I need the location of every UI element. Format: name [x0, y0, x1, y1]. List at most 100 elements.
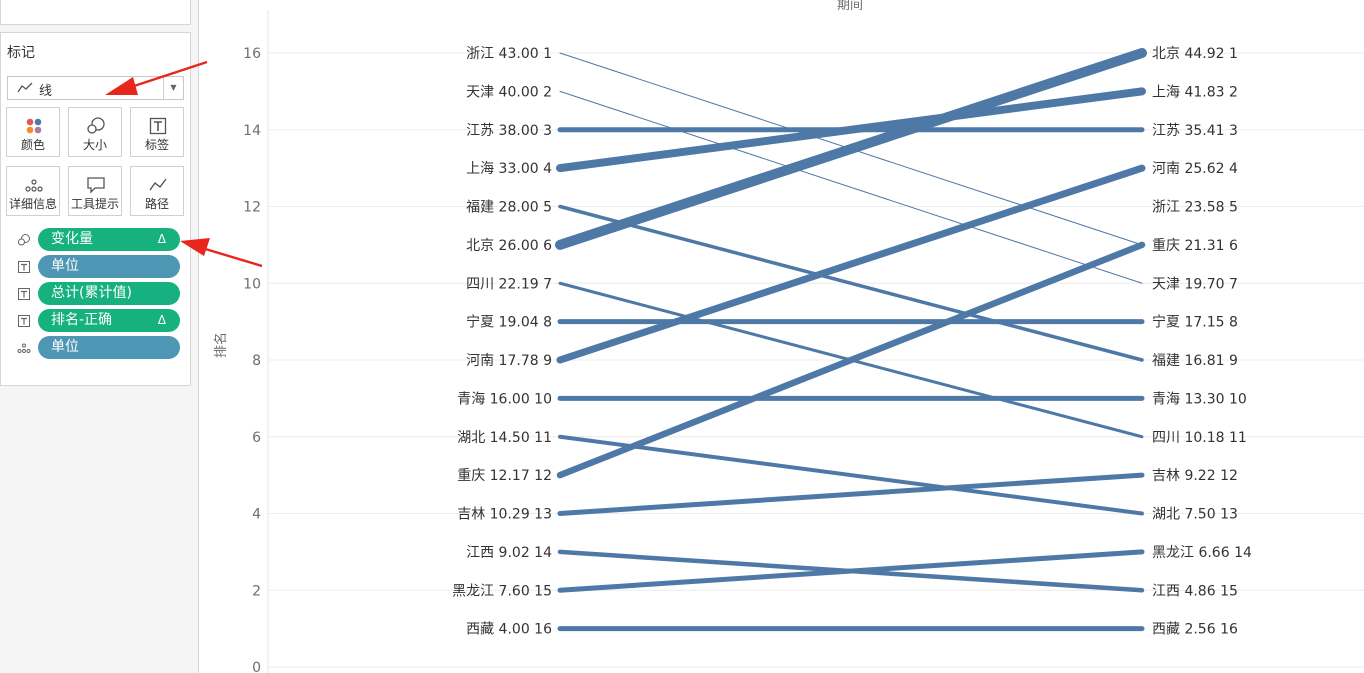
- start-label: 吉林 10.29 13: [457, 507, 552, 523]
- end-label: 天津 19.70 7: [1152, 276, 1238, 292]
- pill-unit-detail[interactable]: 单位: [38, 336, 180, 359]
- series-line: [557, 472, 1145, 516]
- color-button-label: 颜色: [20, 138, 45, 152]
- start-label: 江苏 38.00 3: [466, 123, 552, 139]
- size-button-label: 大小: [82, 138, 107, 152]
- tooltip-button[interactable]: 工具提示: [68, 166, 122, 216]
- y-tick-label: 8: [252, 353, 261, 369]
- pill-row: 单位: [17, 336, 182, 360]
- pill-row: 单位: [17, 255, 182, 279]
- detail-button[interactable]: 详细信息: [6, 166, 60, 216]
- label-icon: [18, 315, 30, 327]
- pill-label: 排名-正确: [51, 312, 113, 328]
- label-button[interactable]: 标签: [130, 107, 184, 157]
- pill-row: 总计(累计值): [17, 282, 182, 306]
- series-line: [558, 434, 1144, 516]
- label-icon: [18, 261, 30, 273]
- pill-rank[interactable]: 排名-正确 Δ: [38, 309, 180, 332]
- y-tick-label: 2: [252, 583, 261, 599]
- start-label: 天津 40.00 2: [466, 84, 552, 100]
- end-label: 上海 41.83 2: [1152, 84, 1238, 100]
- end-label: 河南 25.62 4: [1152, 161, 1238, 177]
- end-label: 西藏 2.56 16: [1152, 622, 1238, 638]
- tooltip-icon: [87, 177, 105, 194]
- start-label: 青海 16.00 10: [457, 391, 552, 407]
- start-label: 重庆 12.17 12: [457, 468, 552, 484]
- series-line: [558, 204, 1144, 362]
- size-button[interactable]: 大小: [68, 107, 122, 157]
- pill-label: 总计(累计值): [51, 285, 132, 301]
- end-label: 江苏 35.41 3: [1152, 123, 1238, 139]
- marks-title: 标记: [7, 45, 35, 61]
- start-label: 黑龙江 7.60 15: [452, 583, 552, 599]
- size-icon: [87, 117, 105, 134]
- y-tick-label: 12: [243, 200, 261, 216]
- start-label: 江西 9.02 14: [466, 545, 552, 561]
- series-lines: [555, 48, 1147, 632]
- end-label: 湖北 7.50 13: [1152, 507, 1238, 523]
- detail-icon: [25, 179, 43, 192]
- start-label: 宁夏 19.04 8: [466, 314, 552, 331]
- start-label: 湖北 14.50 11: [457, 430, 552, 446]
- color-icon: [26, 118, 42, 134]
- series-line: [556, 164, 1146, 364]
- label-button-label: 标签: [144, 138, 169, 152]
- pill-unit[interactable]: 单位: [38, 255, 180, 278]
- start-labels: 浙江 43.00 1 天津 40.00 2 江苏 38.00 3 上海 33.00 4…: [452, 46, 552, 638]
- y-tick-label: 10: [243, 276, 261, 292]
- series-line: [557, 549, 1145, 593]
- end-label: 吉林 9.22 12: [1152, 468, 1238, 484]
- color-button[interactable]: 颜色: [6, 107, 60, 157]
- end-label: 宁夏 17.15 8: [1152, 314, 1238, 331]
- mark-type-dropdown[interactable]: 线 ▼: [7, 76, 184, 100]
- y-axis-ticks: 0 2 4 6 8 10 12 14 16: [243, 46, 261, 673]
- end-label: 浙江 23.58 5: [1152, 200, 1238, 216]
- pill-running-total[interactable]: 总计(累计值): [38, 282, 180, 305]
- path-icon: [149, 178, 167, 191]
- end-label: 江西 4.86 15: [1152, 583, 1238, 599]
- pill-label: 单位: [51, 339, 79, 355]
- x-axis-title: 期间: [837, 0, 863, 13]
- end-label: 黑龙江 6.66 14: [1152, 545, 1252, 561]
- slope-chart: 0 2 4 6 8 10 12 14 16 期间 排名 浙江 43.00 1 天津 40.00 2…: [213, 0, 1364, 673]
- detail-button-label: 详细信息: [8, 197, 57, 211]
- pill-row: 变化量 Δ: [17, 228, 182, 252]
- label-icon: [149, 117, 167, 135]
- y-tick-label: 4: [252, 507, 261, 523]
- chevron-down-icon[interactable]: ▼: [163, 77, 183, 99]
- end-label: 北京 44.92 1: [1152, 46, 1238, 62]
- start-label: 河南 17.78 9: [466, 353, 552, 369]
- start-label: 福建 28.00 5: [466, 200, 552, 216]
- y-tick-label: 6: [252, 430, 261, 446]
- pill-row: 排名-正确 Δ: [17, 309, 182, 333]
- start-label: 四川 22.19 7: [466, 276, 552, 292]
- size-icon: [18, 234, 30, 246]
- series-line: [559, 90, 1143, 284]
- delta-icon: Δ: [157, 313, 166, 327]
- pill-change[interactable]: 变化量 Δ: [38, 228, 180, 251]
- delta-icon: Δ: [157, 232, 166, 246]
- gridlines: [268, 52, 1364, 668]
- end-label: 重庆 21.31 6: [1152, 238, 1238, 254]
- end-label: 四川 10.18 11: [1152, 430, 1247, 446]
- end-label: 福建 16.81 9: [1152, 353, 1238, 369]
- end-labels: 北京 44.92 1 上海 41.83 2 江苏 35.41 3 河南 25.62 4…: [1152, 46, 1252, 638]
- y-tick-label: 0: [252, 660, 261, 673]
- end-label: 青海 13.30 10: [1152, 391, 1247, 407]
- pill-label: 变化量: [51, 231, 93, 247]
- y-tick-label: 16: [243, 46, 261, 62]
- filters-card: [0, 0, 191, 25]
- pill-label: 单位: [51, 258, 79, 274]
- mark-type-label: 线: [39, 84, 53, 99]
- y-axis-title: 排名: [213, 332, 229, 358]
- sidebar: 标记 线 ▼ 颜色 大小 标签: [0, 0, 199, 673]
- series-line: [556, 87, 1146, 173]
- series-line: [555, 48, 1147, 250]
- start-label: 北京 26.00 6: [466, 238, 552, 254]
- path-button-label: 路径: [144, 197, 169, 211]
- tooltip-button-label: 工具提示: [70, 197, 119, 211]
- start-label: 上海 33.00 4: [466, 161, 552, 177]
- label-icon: [18, 288, 30, 300]
- detail-icon: [17, 343, 31, 353]
- path-button[interactable]: 路径: [130, 166, 184, 216]
